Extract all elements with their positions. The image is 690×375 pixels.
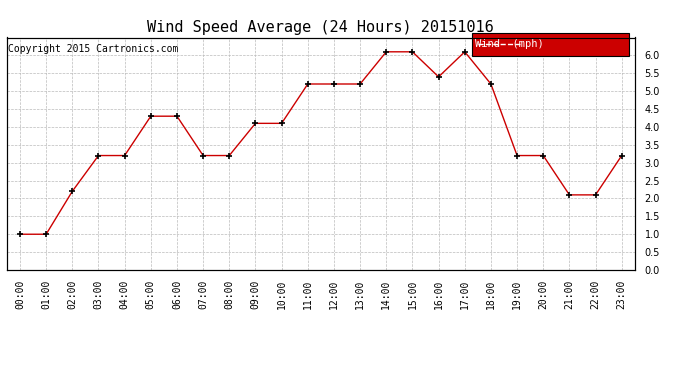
Text: Wind  (mph): Wind (mph)	[475, 39, 544, 50]
Title: Wind Speed Average (24 Hours) 20151016: Wind Speed Average (24 Hours) 20151016	[148, 20, 494, 35]
FancyBboxPatch shape	[471, 33, 629, 56]
Text: Copyright 2015 Cartronics.com: Copyright 2015 Cartronics.com	[8, 45, 179, 54]
